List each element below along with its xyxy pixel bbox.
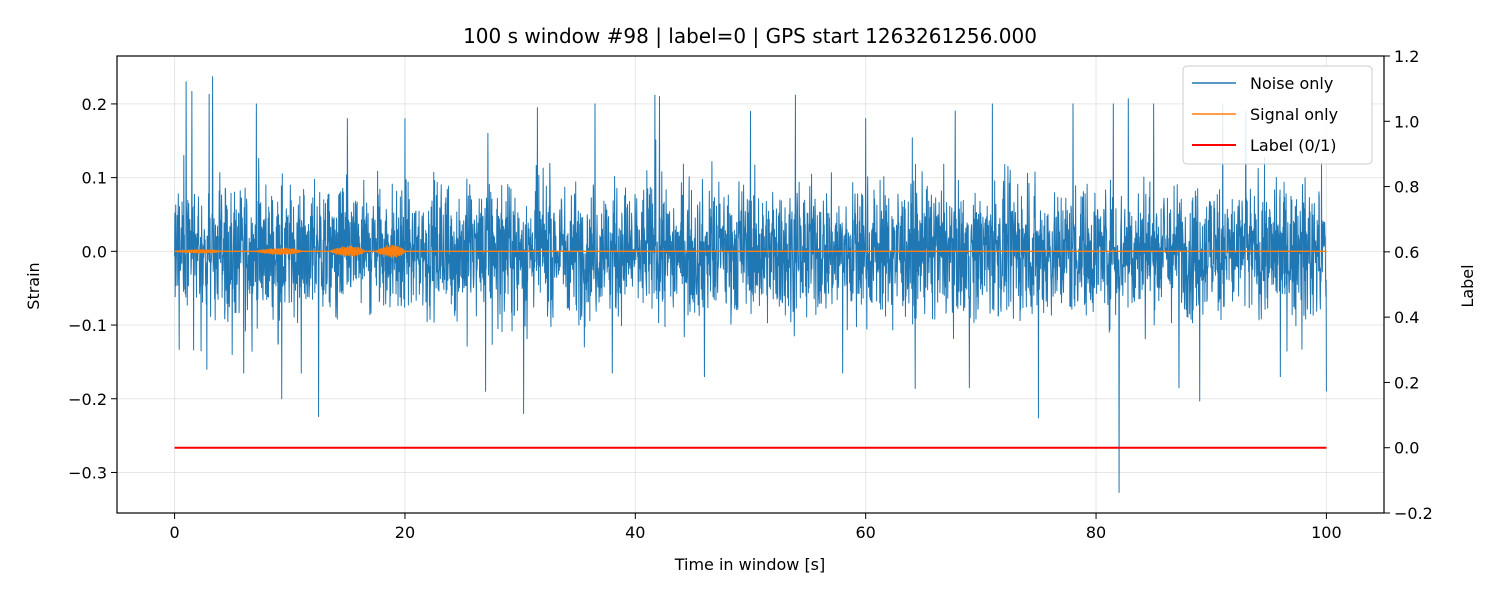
y2-axis-ticks: 1.2 1.0 0.8 0.6 0.4 0.2 0.0 −0.2 xyxy=(1384,47,1433,523)
legend-label-label: Label (0/1) xyxy=(1250,136,1336,155)
y-axis-ticks: 0.2 0.1 0.0 −0.1 −0.2 −0.3 xyxy=(68,95,117,482)
x-tick-label: 0 xyxy=(169,523,179,542)
y-tick-label: 0.0 xyxy=(82,242,107,261)
y2-tick-label: 1.2 xyxy=(1394,47,1419,66)
series-signal-only xyxy=(174,244,1327,259)
y-axis-label: Strain xyxy=(24,262,43,309)
x-tick-label: 40 xyxy=(625,523,645,542)
y-tick-label: −0.1 xyxy=(68,316,107,335)
plot-area xyxy=(174,76,1327,493)
y-tick-label: 0.1 xyxy=(82,169,107,188)
x-axis-label: Time in window [s] xyxy=(674,555,826,574)
plot-frame xyxy=(116,55,1385,514)
y2-tick-label: 0.6 xyxy=(1394,243,1419,262)
x-axis-ticks: 0 20 40 60 80 100 xyxy=(169,513,1342,542)
y2-tick-label: 0.0 xyxy=(1394,439,1419,458)
y-tick-label: 0.2 xyxy=(82,95,107,114)
x-tick-label: 20 xyxy=(395,523,415,542)
signal-only-line xyxy=(174,244,1327,259)
legend: Noise only Signal only Label (0/1) xyxy=(1182,65,1373,165)
y2-axis-label: Label xyxy=(1458,264,1477,307)
noise-only-line xyxy=(174,76,1327,493)
x-tick-label: 60 xyxy=(856,523,876,542)
legend-label-noise: Noise only xyxy=(1250,74,1333,93)
y2-tick-label: 1.0 xyxy=(1394,112,1419,131)
y2-tick-label: 0.8 xyxy=(1394,178,1419,197)
chart-title: 100 s window #98 | label=0 | GPS start 1… xyxy=(463,24,1037,48)
legend-label-signal: Signal only xyxy=(1250,105,1338,124)
y2-tick-label: 0.4 xyxy=(1394,308,1419,327)
legend-box xyxy=(1182,65,1373,165)
y-tick-label: −0.3 xyxy=(68,463,107,482)
y-tick-label: −0.2 xyxy=(68,390,107,409)
y2-tick-label: −0.2 xyxy=(1394,504,1433,523)
x-tick-label: 80 xyxy=(1086,523,1106,542)
series-noise-only xyxy=(174,76,1327,493)
x-tick-label: 100 xyxy=(1311,523,1342,542)
y2-tick-label: 0.2 xyxy=(1394,373,1419,392)
